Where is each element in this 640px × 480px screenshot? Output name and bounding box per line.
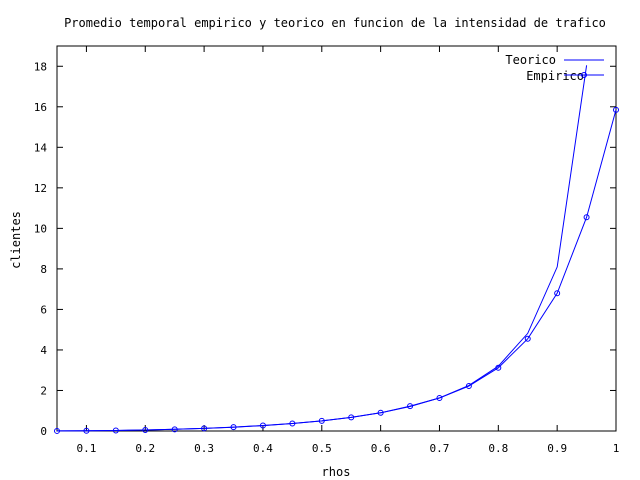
y-tick-label: 10 [34, 222, 47, 235]
x-tick-label: 0.9 [547, 442, 567, 455]
legend-label-teorico: Teorico [505, 53, 556, 67]
x-tick-label: 0.1 [76, 442, 96, 455]
data-point-empirico [259, 422, 266, 429]
data-point-empirico [171, 426, 178, 433]
data-point-empirico [554, 290, 561, 297]
data-point-empirico [465, 383, 472, 390]
x-tick-label: 0.7 [430, 442, 450, 455]
data-point-empirico [348, 414, 355, 421]
y-axis: 0 2 4 6 8 10 12 14 16 18 [34, 60, 616, 438]
data-point-empirico [495, 364, 502, 371]
y-tick-label: 8 [40, 263, 47, 276]
data-point-empirico [289, 420, 296, 427]
series-line-teorico [56, 65, 588, 432]
plot-frame [56, 45, 617, 432]
data-point-empirico [83, 427, 90, 434]
data-point-empirico [613, 106, 619, 113]
data-point-empirico [112, 427, 119, 434]
y-tick-label: 2 [40, 384, 47, 397]
data-point-empirico [583, 214, 590, 221]
data-point-empirico [142, 426, 149, 433]
x-tick-label: 0.8 [488, 442, 508, 455]
data-point-empirico [201, 425, 208, 432]
chart-title: Promedio temporal empirico y teorico en … [64, 16, 606, 30]
data-point-empirico [230, 424, 237, 431]
y-tick-label: 6 [40, 303, 47, 316]
data-point-empirico [377, 409, 384, 416]
x-axis-label: rhos [322, 465, 351, 479]
data-point-empirico [436, 394, 443, 401]
series-layer [54, 65, 619, 434]
y-tick-label: 0 [40, 425, 47, 438]
series-line-empirico [56, 109, 617, 432]
x-tick-label: 0.6 [371, 442, 391, 455]
data-point-empirico [318, 417, 325, 424]
y-tick-label: 12 [34, 182, 47, 195]
plot-border [56, 45, 617, 432]
x-tick-label: 1 [613, 442, 620, 455]
legend-label-empirico: Empirico [526, 69, 584, 83]
y-tick-label: 18 [34, 60, 47, 73]
data-point-empirico [54, 427, 60, 434]
y-tick-label: 4 [40, 344, 47, 357]
y-tick-label: 16 [34, 101, 47, 114]
x-tick-label: 0.4 [253, 442, 273, 455]
x-tick-label: 0.3 [194, 442, 214, 455]
x-tick-label: 0.2 [135, 442, 155, 455]
data-point-empirico [524, 335, 531, 342]
x-axis: 0.1 0.2 0.3 0.4 0.5 0.6 0.7 0.8 0.9 1 [76, 46, 619, 455]
y-tick-label: 14 [34, 141, 48, 154]
legend: Teorico Empirico [505, 53, 604, 83]
y-axis-label: clientes [9, 211, 23, 269]
legend-marker-empirico [581, 72, 587, 78]
data-point-empirico [407, 403, 414, 410]
x-tick-label: 0.5 [312, 442, 332, 455]
